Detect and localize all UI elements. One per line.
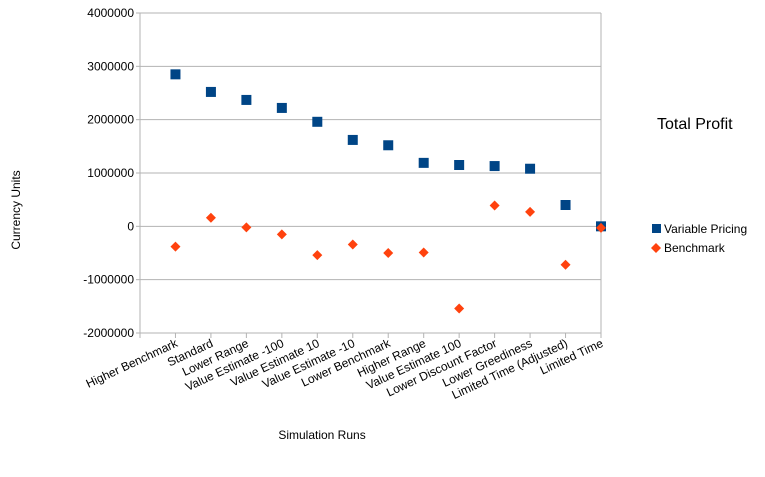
point-benchmark <box>383 248 394 258</box>
point-benchmark <box>347 239 358 250</box>
point-benchmark <box>418 247 429 258</box>
y-axis-ticks: -2000000 -1000000 0 1000000 2000000 3000000 40… <box>83 6 140 340</box>
point-variable-pricing <box>312 116 323 127</box>
point-benchmark <box>454 303 465 314</box>
point-variable-pricing <box>418 157 429 168</box>
legend-label-variable-pricing: Variable Pricing <box>664 222 747 236</box>
point-benchmark <box>170 241 181 252</box>
point-benchmark <box>525 206 536 217</box>
legend-label-benchmark: Benchmark <box>664 241 726 255</box>
point-benchmark <box>312 250 323 261</box>
chart-title: Total Profit <box>657 116 733 133</box>
point-variable-pricing <box>205 86 216 97</box>
y-axis-title: Currency Units <box>9 170 23 249</box>
y-tick-label: 3000000 <box>87 59 134 73</box>
point-benchmark <box>560 259 571 270</box>
gridlines <box>139 12 602 334</box>
legend-marker-benchmark <box>651 243 661 253</box>
point-benchmark <box>596 222 606 233</box>
point-variable-pricing <box>525 163 536 174</box>
legend: Variable Pricing Benchmark <box>651 222 747 255</box>
y-tick-label: 1000000 <box>87 166 134 180</box>
point-variable-pricing <box>170 69 181 80</box>
legend-marker-variable-pricing <box>652 224 661 233</box>
point-benchmark <box>205 212 216 223</box>
point-variable-pricing <box>454 160 465 170</box>
y-tick-label: -2000000 <box>83 326 134 340</box>
y-tick-label: 2000000 <box>87 113 134 127</box>
y-tick-label: 4000000 <box>87 6 134 20</box>
y-tick-label: 0 <box>127 219 134 233</box>
data-points <box>170 69 606 314</box>
x-tick-label: Higher Benchmark <box>84 336 181 391</box>
point-variable-pricing <box>560 200 571 210</box>
point-benchmark <box>241 222 252 233</box>
point-variable-pricing <box>276 102 287 113</box>
point-variable-pricing <box>241 94 252 105</box>
point-variable-pricing <box>383 140 394 151</box>
point-variable-pricing <box>347 134 358 145</box>
point-variable-pricing <box>489 161 500 172</box>
y-tick-label: -1000000 <box>83 273 134 287</box>
point-benchmark <box>276 229 287 240</box>
x-axis-title: Simulation Runs <box>278 428 365 442</box>
point-benchmark <box>489 200 500 211</box>
